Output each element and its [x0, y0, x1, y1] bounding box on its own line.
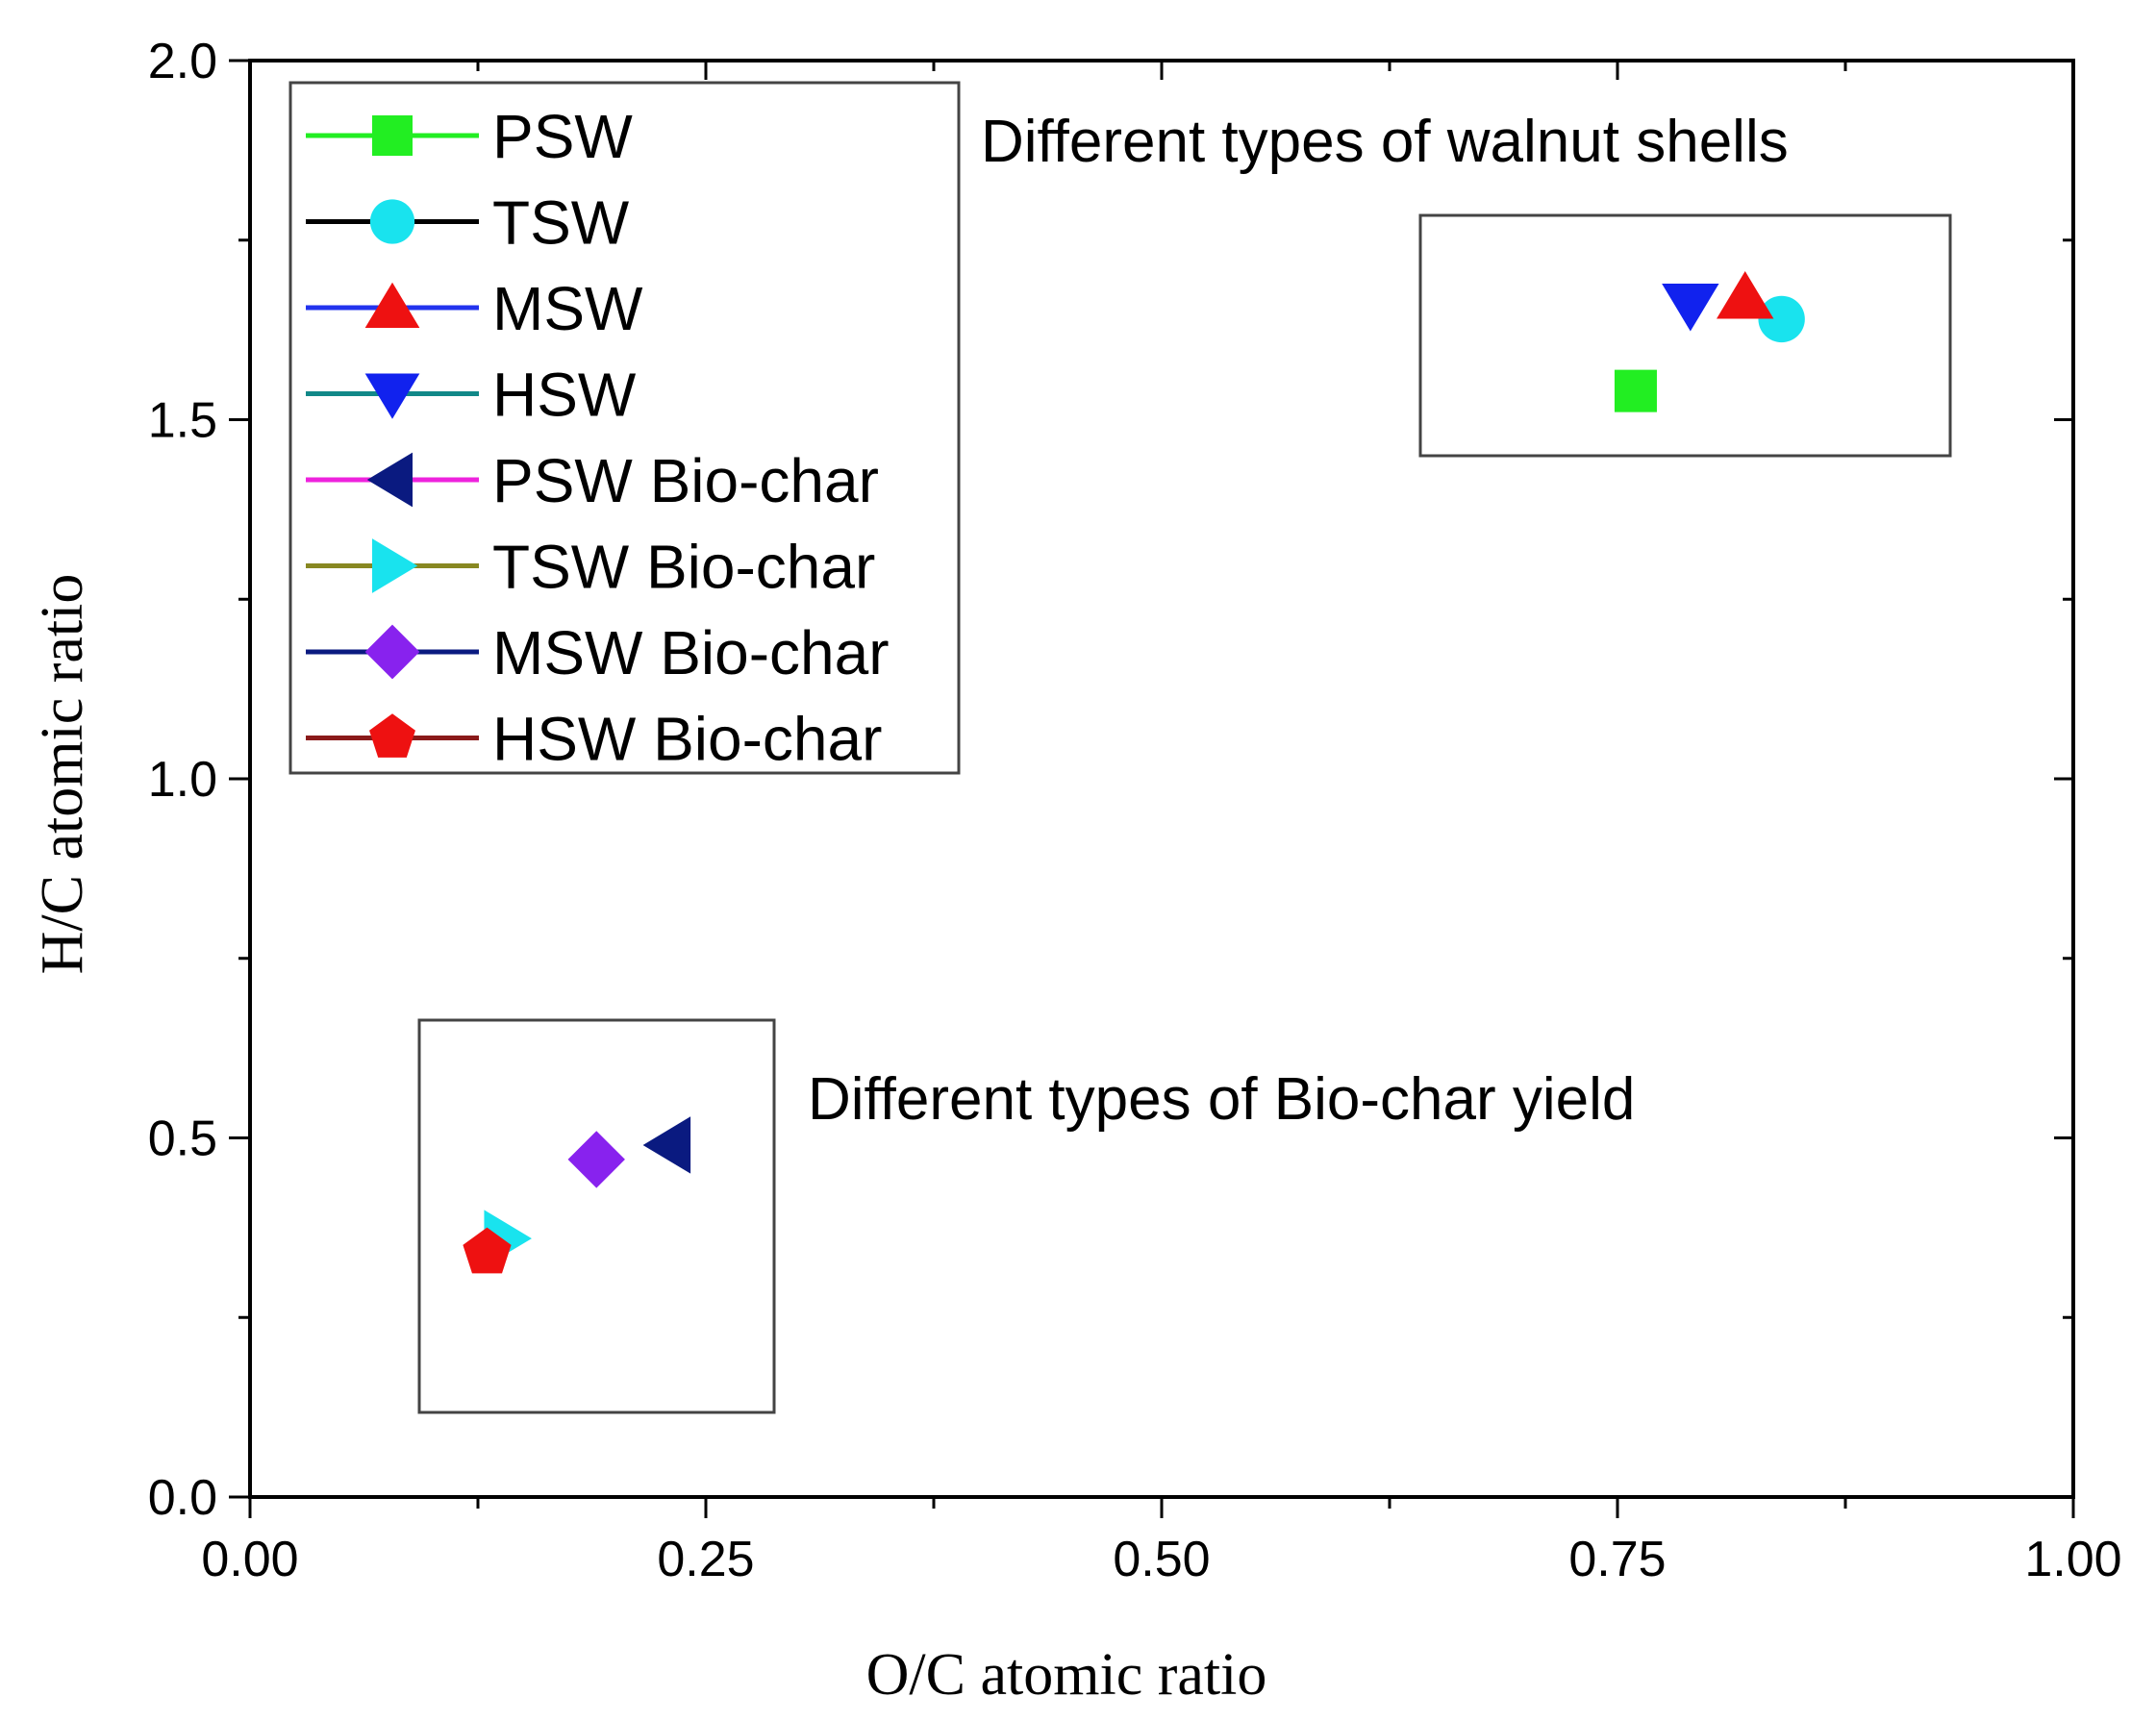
legend-marker-tsw — [369, 199, 415, 244]
legend: PSW TSW MSW HSW PSW Bio-char TSW Bio-char MSW … — [288, 81, 961, 775]
point-hsw — [1662, 283, 1719, 332]
point-hsw-bio-char — [463, 1227, 512, 1274]
point-psw-bio-char — [642, 1116, 691, 1174]
legend-label-tsw-bio-char: TSW Bio-char — [492, 533, 875, 602]
walnut-shell-annotation: Different types of walnut shells — [981, 109, 1789, 175]
point-tsw — [1758, 295, 1805, 343]
x-tick-label: 1.00 — [2024, 1532, 2121, 1587]
x-tick-label: 0.75 — [1568, 1532, 1666, 1587]
legend-label-hsw-bio-char: HSW Bio-char — [492, 705, 882, 774]
point-msw-bio-char — [567, 1131, 625, 1188]
legend-marker-psw — [372, 115, 413, 156]
legend-marker-msw-bio-char — [364, 624, 420, 680]
y-tick-label: 2.0 — [148, 34, 217, 89]
y-axis-title: H/C atomic ratio — [30, 574, 95, 975]
point-msw — [1717, 271, 1774, 319]
legend-label-psw: PSW — [492, 102, 633, 171]
x-axis-title: O/C atomic ratio — [866, 1642, 1267, 1708]
legend-marker-hsw — [364, 373, 420, 419]
y-tick-label: 0.0 — [148, 1470, 217, 1526]
point-psw — [1614, 369, 1657, 412]
y-axis-ticks: 0.0 0.5 1.0 1.5 2.0 — [148, 34, 2073, 1526]
walnut-shell-group-box — [1418, 213, 1952, 458]
x-axis-ticks: 0.00 0.25 0.50 0.75 1.00 — [201, 61, 2122, 1587]
legend-label-msw-bio-char: MSW Bio-char — [492, 618, 890, 687]
legend-label-tsw: TSW — [492, 188, 630, 258]
legend-label-hsw: HSW — [492, 361, 637, 430]
data-points — [463, 271, 1805, 1274]
legend-marker-msw — [364, 282, 420, 328]
legend-marker-hsw-bio-char — [369, 713, 415, 758]
y-tick-label: 1.0 — [148, 752, 217, 808]
y-tick-label: 0.5 — [148, 1111, 217, 1167]
biochar-group-box — [417, 1018, 776, 1414]
x-tick-label: 0.50 — [1113, 1532, 1210, 1587]
x-tick-label: 0.25 — [657, 1532, 754, 1587]
legend-label-psw-bio-char: PSW Bio-char — [492, 446, 879, 515]
legend-label-msw: MSW — [492, 274, 643, 343]
y-tick-label: 1.5 — [148, 393, 217, 449]
x-tick-label: 0.00 — [201, 1532, 298, 1587]
legend-marker-psw-bio-char — [366, 452, 413, 508]
legend-marker-tsw-bio-char — [372, 538, 418, 593]
biochar-annotation: Different types of Bio-char yield — [808, 1066, 1635, 1133]
legend-box — [288, 81, 961, 775]
